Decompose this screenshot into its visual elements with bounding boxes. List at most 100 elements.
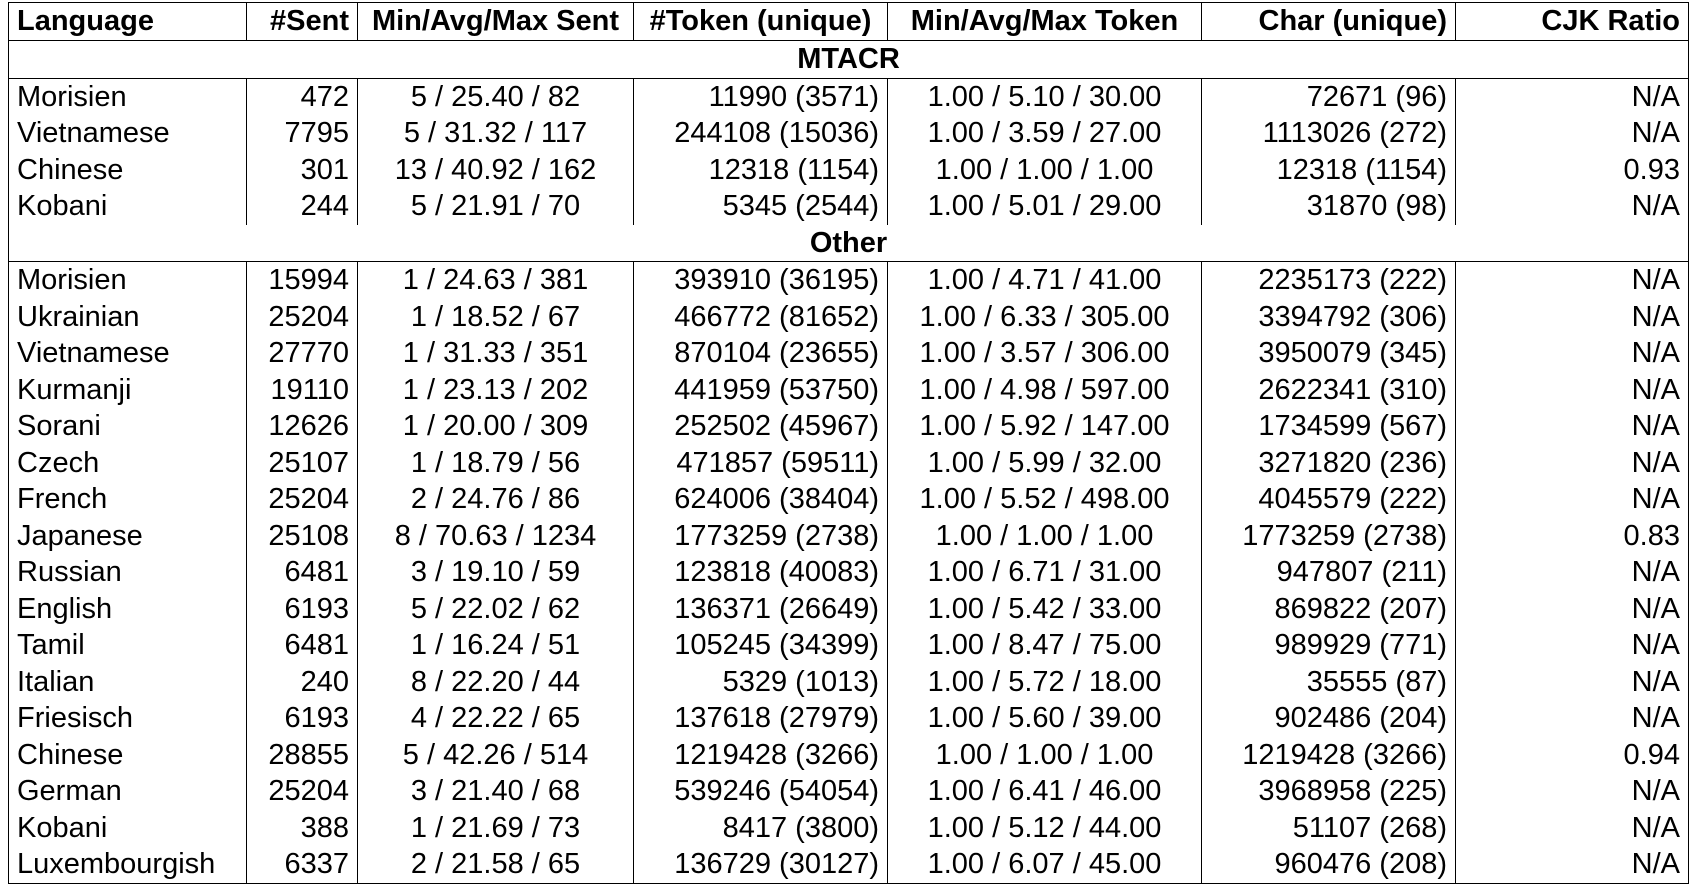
header-char-unique: Char (unique) [1201,2,1456,41]
cell-char-unique: 3271820 (236) [1201,444,1456,481]
cell-sent-count: 301 [246,151,358,188]
cell-token-min-avg-max: 1.00 / 6.71 / 31.00 [887,554,1202,591]
cell-token-unique: 471857 (59511) [633,444,888,481]
cell-sent-count: 472 [246,78,358,115]
cell-cjk-ratio: N/A [1455,773,1689,810]
cell-language: German [8,773,247,810]
cell-token-min-avg-max: 1.00 / 8.47 / 75.00 [887,627,1202,664]
cell-language: French [8,481,247,518]
cell-char-unique: 1219428 (3266) [1201,736,1456,773]
cell-sent-min-avg-max: 13 / 40.92 / 162 [357,151,634,188]
cell-sent-min-avg-max: 3 / 21.40 / 68 [357,773,634,810]
cell-cjk-ratio: N/A [1455,700,1689,737]
cell-char-unique: 72671 (96) [1201,78,1456,115]
cell-sent-min-avg-max: 3 / 19.10 / 59 [357,554,634,591]
cell-sent-count: 6193 [246,700,358,737]
cell-token-unique: 624006 (38404) [633,481,888,518]
cell-sent-min-avg-max: 5 / 21.91 / 70 [357,188,634,225]
cell-char-unique: 3950079 (345) [1201,335,1456,372]
cell-cjk-ratio: N/A [1455,188,1689,225]
cell-language: Chinese [8,736,247,773]
cell-sent-count: 25107 [246,444,358,481]
cell-cjk-ratio: N/A [1455,554,1689,591]
cell-char-unique: 869822 (207) [1201,590,1456,627]
cell-sent-min-avg-max: 1 / 18.52 / 67 [357,298,634,335]
cell-cjk-ratio: N/A [1455,78,1689,115]
table-row: Czech 25107 1 / 18.79 / 56 471857 (59511) 1.… [8,444,1689,481]
cell-sent-min-avg-max: 2 / 21.58 / 65 [357,846,634,884]
cell-sent-min-avg-max: 5 / 22.02 / 62 [357,590,634,627]
table-row: Italian 240 8 / 22.20 / 44 5329 (1013) 1.00 … [8,663,1689,700]
cell-token-min-avg-max: 1.00 / 5.52 / 498.00 [887,481,1202,518]
cell-language: Kurmanji [8,371,247,408]
cell-sent-min-avg-max: 4 / 22.22 / 65 [357,700,634,737]
table-row: French 25204 2 / 24.76 / 86 624006 (38404) 1… [8,481,1689,518]
cell-sent-min-avg-max: 5 / 42.26 / 514 [357,736,634,773]
cell-token-min-avg-max: 1.00 / 4.98 / 597.00 [887,371,1202,408]
table-row: Tamil 6481 1 / 16.24 / 51 105245 (34399) 1.0… [8,627,1689,664]
cell-char-unique: 31870 (98) [1201,188,1456,225]
cell-char-unique: 35555 (87) [1201,663,1456,700]
section-title: MTACR [8,40,1689,79]
cell-language: Morisien [8,261,247,299]
table-row: English 6193 5 / 22.02 / 62 136371 (26649) 1… [8,590,1689,627]
cell-cjk-ratio: N/A [1455,444,1689,481]
cell-sent-count: 25204 [246,298,358,335]
header-language: Language [8,2,247,41]
cell-language: Sorani [8,408,247,445]
section-header-row: Other [8,224,1689,262]
cell-token-unique: 252502 (45967) [633,408,888,445]
cell-char-unique: 902486 (204) [1201,700,1456,737]
cell-char-unique: 1773259 (2738) [1201,517,1456,554]
cell-token-unique: 393910 (36195) [633,261,888,299]
cell-language: Italian [8,663,247,700]
cell-sent-count: 15994 [246,261,358,299]
header-row: Language #Sent Min/Avg/Max Sent #Token (… [8,2,1689,41]
table-row: Luxembourgish 6337 2 / 21.58 / 65 136729 (3… [8,846,1689,884]
cell-sent-count: 7795 [246,115,358,152]
table-row: Vietnamese 7795 5 / 31.32 / 117 244108 (150… [8,115,1689,152]
cell-cjk-ratio: 0.93 [1455,151,1689,188]
table-row: Chinese 301 13 / 40.92 / 162 12318 (1154) 1.… [8,151,1689,188]
cell-token-unique: 123818 (40083) [633,554,888,591]
cell-language: Tamil [8,627,247,664]
cell-sent-min-avg-max: 1 / 21.69 / 73 [357,809,634,846]
table-body: MTACR Morisien 472 5 / 25.40 / 82 11990 (357… [8,40,1689,884]
header-sent-count: #Sent [246,2,358,41]
cell-cjk-ratio: N/A [1455,335,1689,372]
cell-char-unique: 12318 (1154) [1201,151,1456,188]
cell-sent-min-avg-max: 1 / 18.79 / 56 [357,444,634,481]
table-row: Vietnamese 27770 1 / 31.33 / 351 870104 (23… [8,335,1689,372]
cell-sent-count: 27770 [246,335,358,372]
cell-char-unique: 51107 (268) [1201,809,1456,846]
cell-token-min-avg-max: 1.00 / 3.59 / 27.00 [887,115,1202,152]
cell-token-unique: 1773259 (2738) [633,517,888,554]
cell-sent-min-avg-max: 1 / 24.63 / 381 [357,261,634,299]
cell-token-unique: 136371 (26649) [633,590,888,627]
table-row: Morisien 15994 1 / 24.63 / 381 393910 (3619… [8,261,1689,299]
cell-char-unique: 1734599 (567) [1201,408,1456,445]
table-row: Ukrainian 25204 1 / 18.52 / 67 466772 (8165… [8,298,1689,335]
cell-cjk-ratio: N/A [1455,663,1689,700]
cell-sent-count: 6481 [246,554,358,591]
section-title: Other [8,224,1689,262]
cell-cjk-ratio: N/A [1455,408,1689,445]
table-row: Sorani 12626 1 / 20.00 / 309 252502 (45967)… [8,408,1689,445]
language-statistics-table: Language #Sent Min/Avg/Max Sent #Token (… [8,2,1689,884]
cell-token-min-avg-max: 1.00 / 5.42 / 33.00 [887,590,1202,627]
cell-cjk-ratio: N/A [1455,481,1689,518]
cell-sent-count: 25204 [246,773,358,810]
header-cjk-ratio: CJK Ratio [1455,2,1689,41]
cell-sent-min-avg-max: 8 / 22.20 / 44 [357,663,634,700]
cell-language: Japanese [8,517,247,554]
table-row: Kobani 244 5 / 21.91 / 70 5345 (2544) 1.00 /… [8,188,1689,225]
cell-language: Vietnamese [8,335,247,372]
cell-sent-min-avg-max: 2 / 24.76 / 86 [357,481,634,518]
table-row: German 25204 3 / 21.40 / 68 539246 (54054) 1… [8,773,1689,810]
cell-token-min-avg-max: 1.00 / 5.72 / 18.00 [887,663,1202,700]
cell-cjk-ratio: N/A [1455,809,1689,846]
cell-sent-min-avg-max: 1 / 31.33 / 351 [357,335,634,372]
cell-sent-count: 25108 [246,517,358,554]
cell-cjk-ratio: N/A [1455,298,1689,335]
table-row: Kurmanji 19110 1 / 23.13 / 202 441959 (5375… [8,371,1689,408]
